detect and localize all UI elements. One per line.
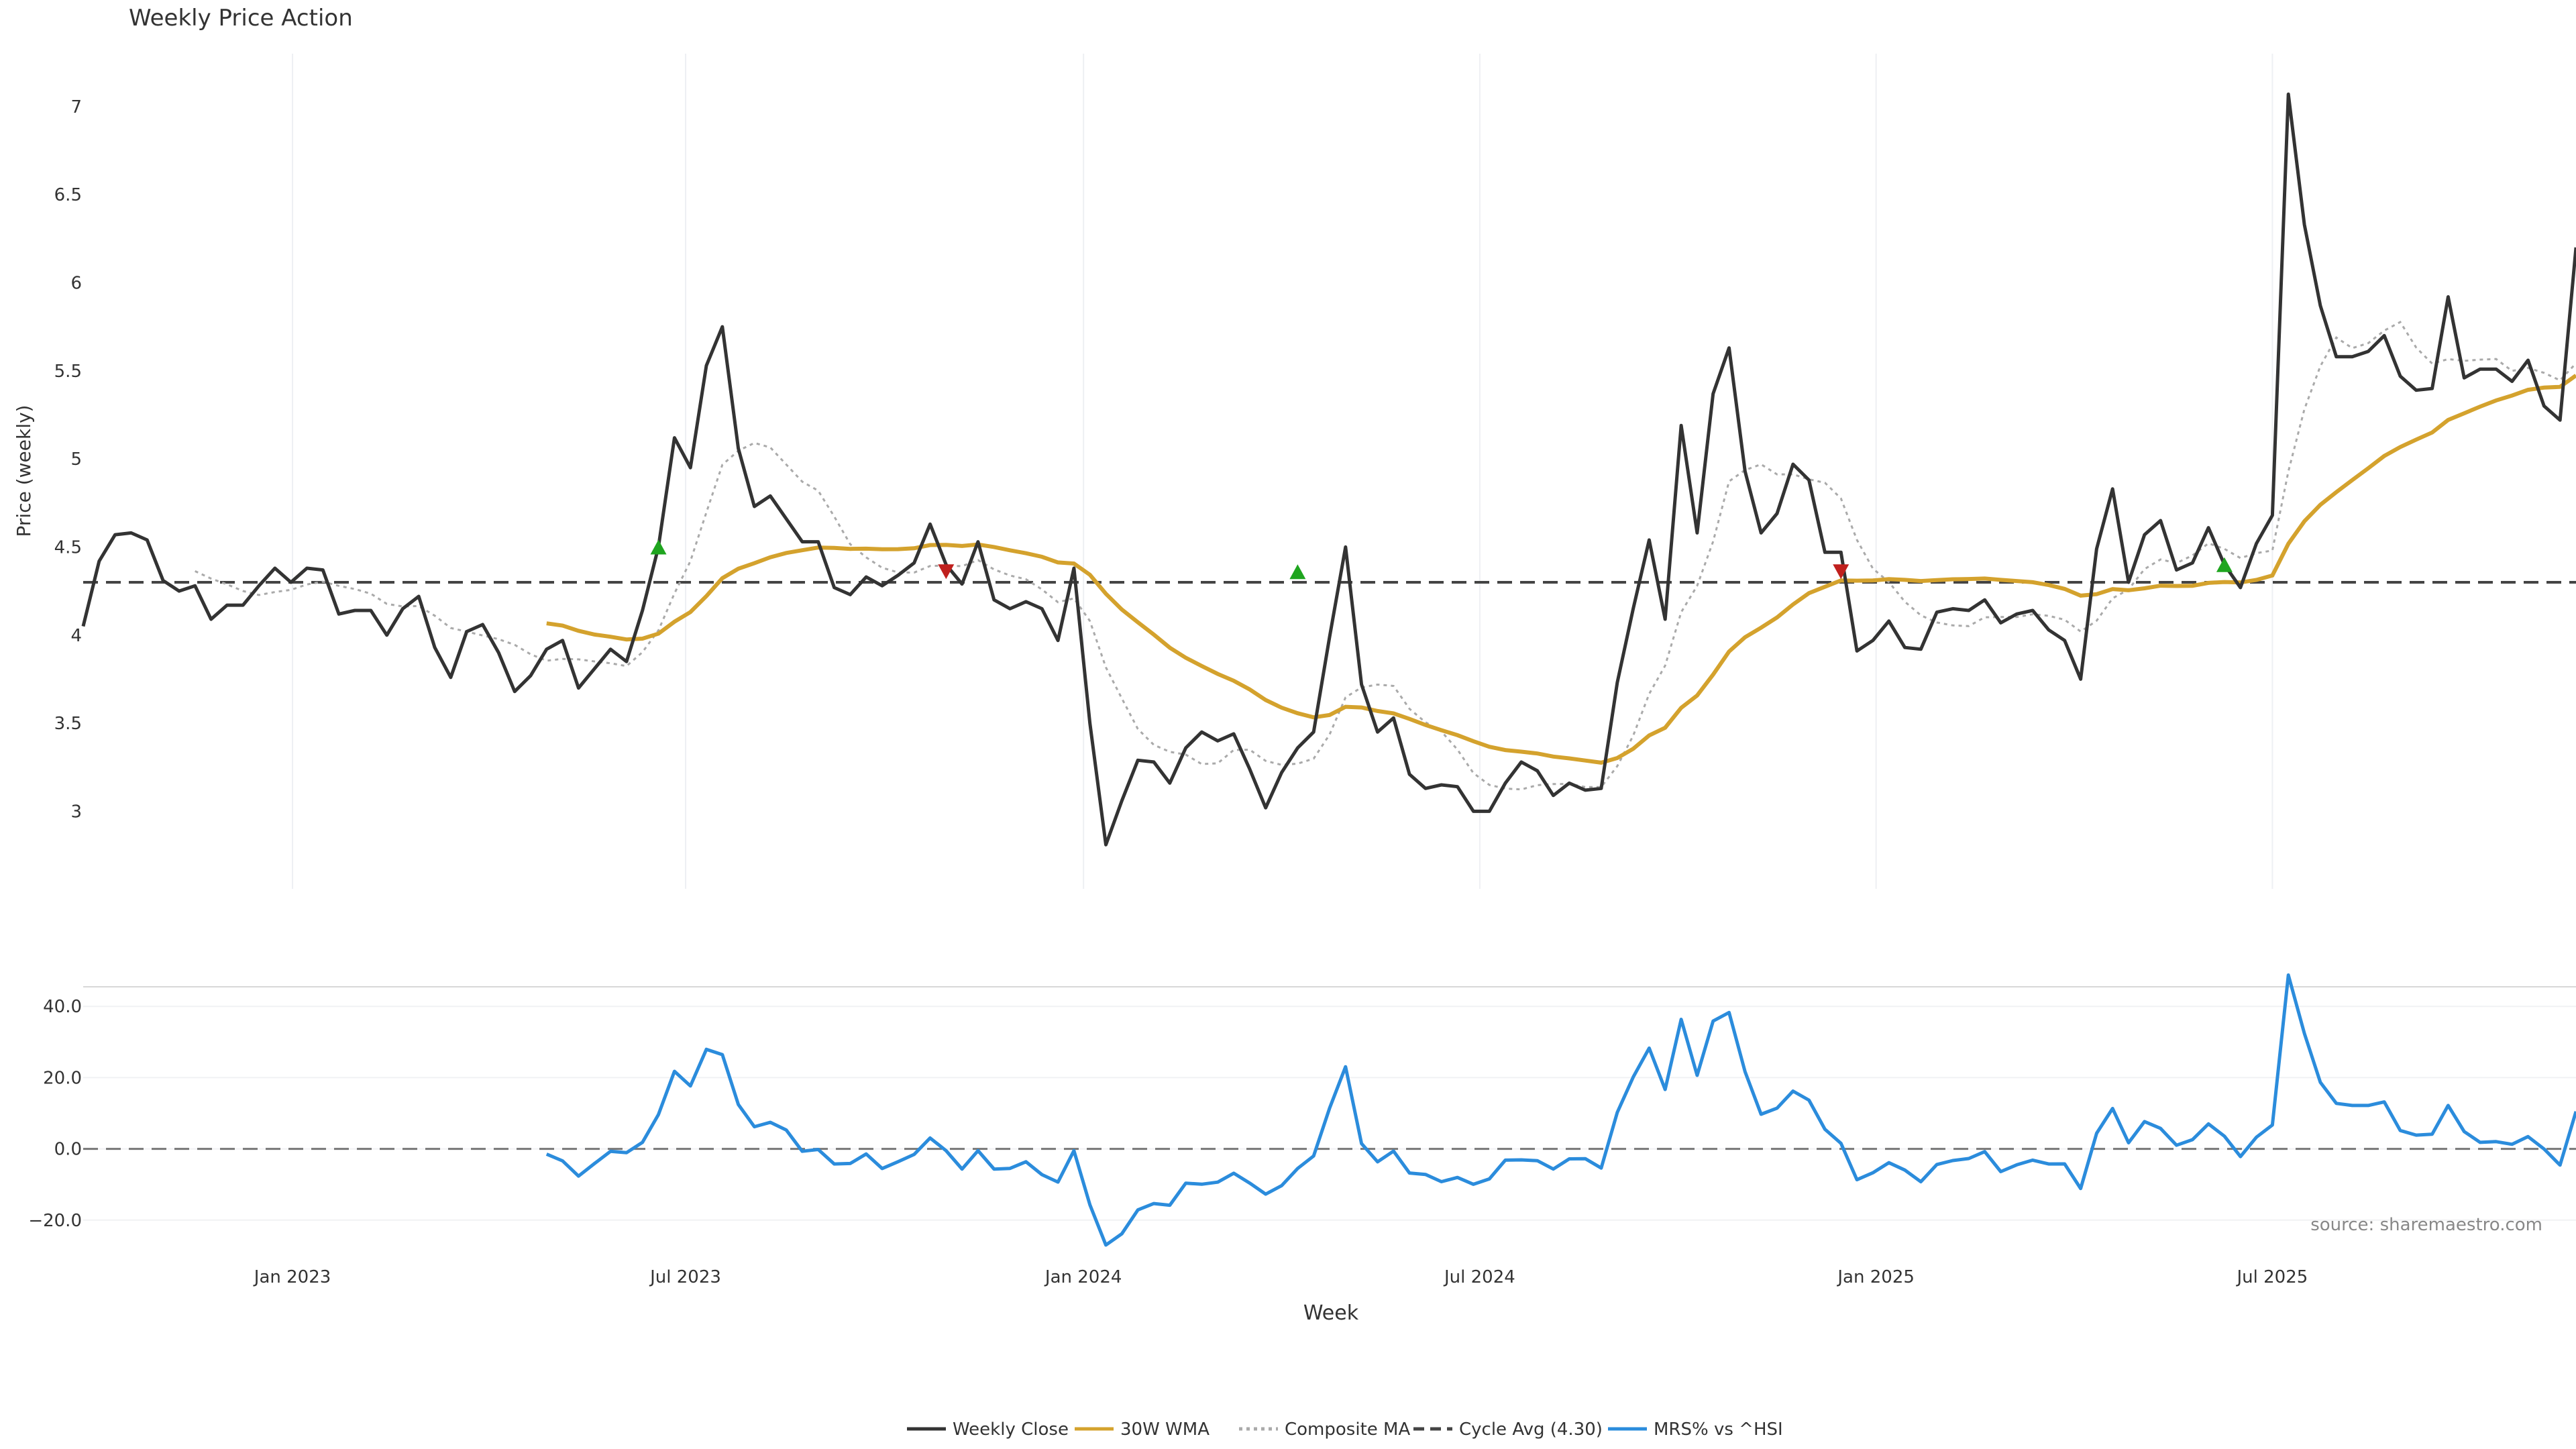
signal-markers — [650, 539, 2233, 580]
x-axis: Jan 2023 Jul 2023 Jan 2024 Jul 2024 Jan 2025… — [253, 1267, 2308, 1287]
x-axis-label: Week — [1303, 1301, 1359, 1325]
x-tick-label: Jan 2023 — [253, 1267, 331, 1287]
x-tick-label: Jul 2024 — [1443, 1267, 1515, 1287]
legend-item: MRS% vs ^HSI — [1608, 1419, 1783, 1440]
price-series — [81, 92, 2576, 847]
legend-label: MRS% vs ^HSI — [1654, 1419, 1783, 1440]
legend-label: Composite MA — [1285, 1419, 1410, 1440]
price-y-tick-label: 6 — [70, 273, 82, 293]
price-y-axis-label: Price (weekly) — [13, 405, 35, 537]
legend-label: Weekly Close — [953, 1419, 1069, 1440]
mrs-y-axis: 40.0 20.0 0.0 −20.0 — [28, 997, 82, 1231]
wma-30w-line — [546, 374, 2576, 765]
legend-label: Cycle Avg (4.30) — [1459, 1419, 1603, 1440]
chart-title: Weekly Price Action — [129, 5, 353, 32]
legend-item: Cycle Avg (4.30) — [1413, 1419, 1603, 1440]
price-y-tick-label: 4 — [70, 626, 82, 646]
price-y-tick-label: 5 — [70, 449, 82, 470]
legend: Weekly Close 30W WMA Composite MA Cycle Avg… — [907, 1419, 1783, 1440]
price-y-tick-label: 3.5 — [54, 714, 82, 734]
legend-item: Composite MA — [1239, 1419, 1410, 1440]
composite-ma-line — [195, 321, 2576, 791]
mrs-y-tick-label: 40.0 — [43, 997, 82, 1017]
price-y-tick-label: 6.5 — [54, 185, 82, 205]
sell-signal-marker — [938, 564, 955, 580]
weekly-close-line — [81, 92, 2576, 847]
sell-signal-marker — [1833, 564, 1849, 580]
mrs-y-tick-label: 20.0 — [43, 1068, 82, 1088]
mrs-y-tick-label: 0.0 — [54, 1140, 82, 1160]
x-tick-label: Jul 2025 — [2236, 1267, 2308, 1287]
price-y-axis: 3 3.5 4 4.5 5 5.5 6 6.5 7 — [54, 97, 82, 822]
price-y-tick-label: 4.5 — [54, 537, 82, 557]
mrs-y-tick-label: −20.0 — [28, 1211, 82, 1231]
price-y-tick-label: 5.5 — [54, 362, 82, 382]
mrs-series — [545, 973, 2576, 1247]
price-y-tick-label: 3 — [70, 802, 82, 822]
price-y-tick-label: 7 — [70, 97, 82, 117]
x-tick-label: Jul 2023 — [649, 1267, 721, 1287]
legend-label: 30W WMA — [1120, 1419, 1210, 1440]
buy-signal-marker — [650, 539, 667, 555]
buy-signal-marker — [1289, 564, 1306, 580]
x-tick-label: Jan 2025 — [1836, 1267, 1915, 1287]
source-note: source: sharemaestro.com — [2310, 1215, 2542, 1235]
x-tick-label: Jan 2024 — [1044, 1267, 1122, 1287]
legend-item: 30W WMA — [1075, 1419, 1210, 1440]
legend-item: Weekly Close — [907, 1419, 1069, 1440]
mrs-line — [545, 973, 2576, 1247]
buy-signal-marker — [2216, 557, 2233, 572]
price-grid — [292, 54, 2273, 889]
